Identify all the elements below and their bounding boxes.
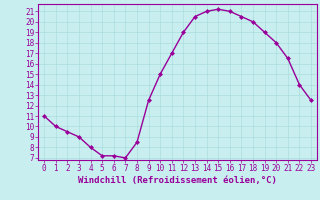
X-axis label: Windchill (Refroidissement éolien,°C): Windchill (Refroidissement éolien,°C) — [78, 176, 277, 185]
